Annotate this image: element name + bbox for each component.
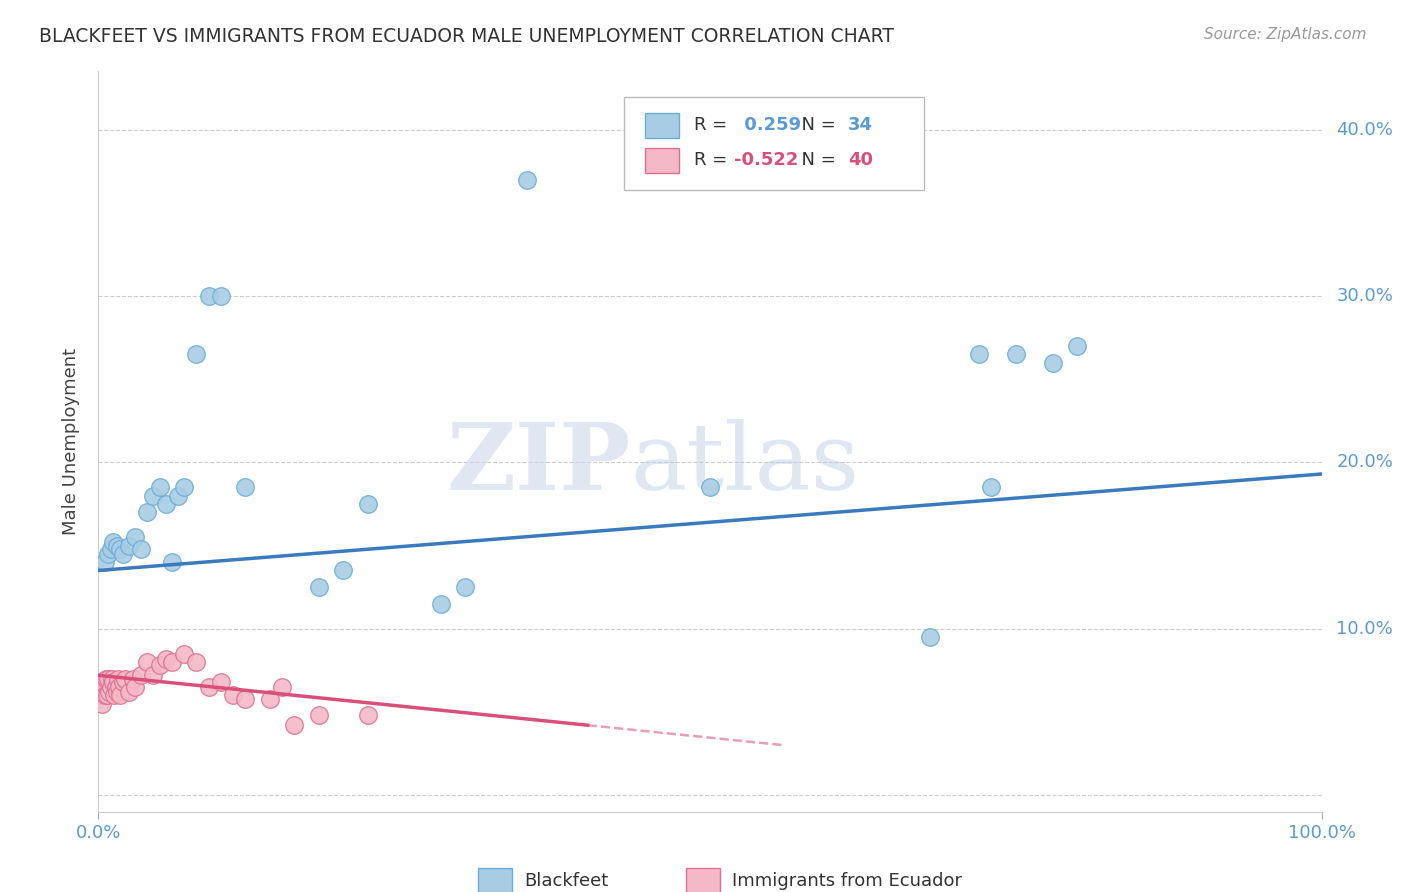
Point	[454, 580, 477, 594]
Text: 20.0%: 20.0%	[1336, 453, 1393, 471]
Text: 40: 40	[848, 152, 873, 169]
Point	[101, 675, 124, 690]
Point	[103, 688, 125, 702]
Point	[967, 347, 990, 361]
Point	[100, 541, 122, 556]
Point	[93, 555, 115, 569]
Point	[332, 564, 354, 578]
FancyBboxPatch shape	[478, 868, 512, 892]
Text: Source: ZipAtlas.com: Source: ZipAtlas.com	[1204, 27, 1367, 42]
Point	[110, 541, 132, 556]
Point	[430, 597, 453, 611]
Point	[136, 655, 159, 669]
Point	[114, 672, 136, 686]
Text: R =: R =	[695, 117, 733, 135]
Point	[97, 547, 120, 561]
Point	[222, 688, 245, 702]
Text: -0.522: -0.522	[734, 152, 799, 169]
Point	[108, 680, 131, 694]
FancyBboxPatch shape	[624, 97, 924, 190]
Text: 40.0%: 40.0%	[1336, 120, 1393, 138]
Point	[1004, 347, 1026, 361]
Point	[110, 688, 132, 702]
Point	[209, 289, 232, 303]
FancyBboxPatch shape	[645, 147, 679, 173]
Point	[100, 680, 122, 694]
Point	[155, 497, 177, 511]
Point	[209, 675, 232, 690]
Point	[197, 289, 219, 303]
Text: 10.0%: 10.0%	[1336, 620, 1393, 638]
Point	[111, 675, 134, 690]
Text: Blackfeet: Blackfeet	[524, 871, 609, 889]
Text: BLACKFEET VS IMMIGRANTS FROM ECUADOR MALE UNEMPLOYMENT CORRELATION CHART: BLACKFEET VS IMMIGRANTS FROM ECUADOR MAL…	[39, 27, 894, 45]
Point	[173, 647, 195, 661]
Point	[356, 497, 378, 511]
Point	[155, 651, 177, 665]
Point	[515, 172, 537, 186]
Point	[167, 489, 190, 503]
Point	[270, 680, 294, 694]
Point	[308, 580, 330, 594]
Point	[233, 691, 256, 706]
Point	[118, 539, 141, 553]
Point	[89, 680, 111, 694]
Point	[93, 688, 115, 702]
Point	[356, 708, 378, 723]
Text: N =: N =	[790, 152, 841, 169]
Point	[160, 555, 183, 569]
Point	[124, 680, 146, 694]
Point	[149, 480, 172, 494]
Text: R =: R =	[695, 152, 733, 169]
Point	[160, 655, 183, 669]
Point	[91, 697, 114, 711]
Point	[173, 480, 195, 494]
Point	[142, 489, 165, 503]
Point	[121, 672, 143, 686]
Point	[91, 680, 114, 694]
Point	[197, 680, 219, 694]
Text: 30.0%: 30.0%	[1336, 287, 1393, 305]
Point	[124, 530, 146, 544]
Point	[101, 535, 124, 549]
Text: atlas: atlas	[630, 418, 860, 508]
Y-axis label: Male Unemployment: Male Unemployment	[62, 348, 80, 535]
Point	[1042, 355, 1064, 369]
Point	[308, 708, 330, 723]
Point	[105, 685, 128, 699]
Point	[94, 672, 117, 686]
Point	[186, 347, 208, 361]
Text: 0.259: 0.259	[738, 117, 801, 135]
Point	[136, 505, 159, 519]
Point	[105, 539, 128, 553]
Point	[980, 480, 1002, 494]
Point	[98, 685, 121, 699]
Text: ZIP: ZIP	[446, 418, 630, 508]
Text: N =: N =	[790, 117, 841, 135]
Point	[1066, 339, 1088, 353]
Point	[186, 655, 208, 669]
Point	[107, 672, 129, 686]
Point	[920, 630, 942, 644]
Point	[233, 480, 256, 494]
Point	[90, 688, 112, 702]
Point	[118, 685, 141, 699]
Point	[129, 541, 152, 556]
Point	[699, 480, 721, 494]
FancyBboxPatch shape	[686, 868, 720, 892]
Point	[142, 668, 165, 682]
Point	[101, 672, 124, 686]
Point	[283, 718, 305, 732]
Text: Immigrants from Ecuador: Immigrants from Ecuador	[733, 871, 962, 889]
Point	[149, 658, 172, 673]
Point	[97, 672, 120, 686]
Point	[129, 668, 152, 682]
Text: 34: 34	[848, 117, 873, 135]
FancyBboxPatch shape	[645, 112, 679, 138]
Point	[111, 547, 134, 561]
Point	[259, 691, 281, 706]
Point	[96, 688, 118, 702]
Point	[104, 680, 127, 694]
